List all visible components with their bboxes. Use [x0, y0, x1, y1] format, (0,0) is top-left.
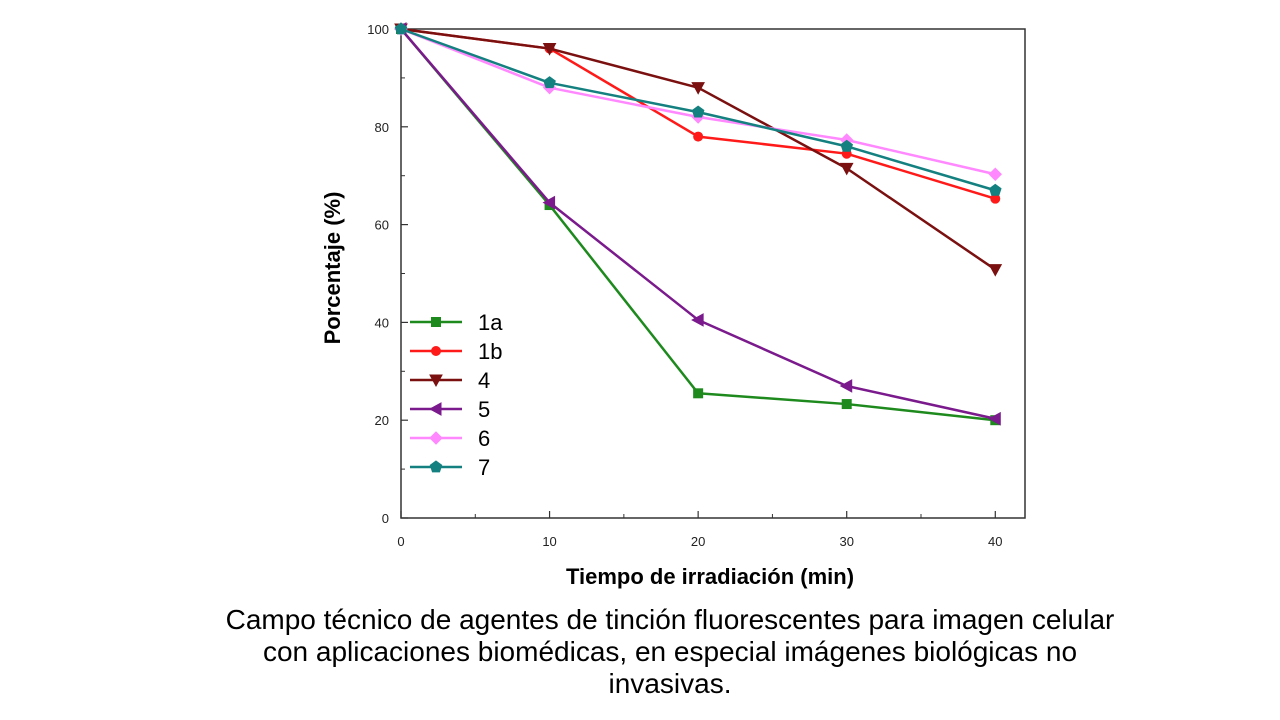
- data-point: [691, 313, 704, 327]
- series-7: [394, 22, 1002, 196]
- legend-marker: [431, 346, 441, 356]
- x-tick-label: 20: [691, 534, 705, 549]
- data-point: [543, 76, 556, 89]
- legend-label: 4: [478, 368, 490, 393]
- caption: Campo técnico de agentes de tinción fluo…: [120, 604, 1220, 700]
- data-point: [542, 195, 556, 210]
- data-point: [394, 22, 408, 35]
- x-axis: 0 10 20 30 40: [397, 511, 1003, 549]
- series-line: [400, 27, 996, 176]
- series-6: [394, 22, 1002, 181]
- line-chart: 0 20 40 60 80 100 0 10 20 30 40 1a 1b 4 5 6 7 Tiempo d…: [320, 22, 1026, 589]
- legend-marker: [431, 317, 441, 327]
- legend-marker: [429, 374, 443, 388]
- legend-label: 1b: [478, 339, 502, 364]
- y-axis: 0 20 40 60 80 100: [367, 22, 408, 526]
- data-point: [693, 388, 704, 399]
- data-point: [840, 139, 854, 152]
- caption-line-2: con aplicaciones biomédicas, en especial…: [262, 636, 1078, 667]
- legend-item: 6: [410, 426, 490, 451]
- data-point: [691, 105, 705, 118]
- data-point: [988, 264, 1003, 277]
- data-point: [839, 379, 853, 393]
- x-axis-label: Tiempo de irradiación (min): [566, 564, 854, 589]
- plot-frame: [400, 28, 1026, 519]
- data-point: [988, 167, 1002, 181]
- x-tick-label: 0: [397, 534, 404, 549]
- y-tick-label: 80: [375, 120, 389, 135]
- legend: 1a 1b 4 5 6 7: [410, 310, 503, 480]
- y-tick-label: 40: [375, 315, 389, 330]
- y-tick-label: 60: [375, 218, 389, 233]
- data-point: [988, 411, 1001, 426]
- data-point: [839, 162, 854, 176]
- legend-marker: [429, 460, 443, 473]
- x-tick-label: 30: [839, 534, 853, 549]
- y-axis-label: Porcentaje (%): [320, 192, 345, 345]
- legend-item: 4: [410, 368, 490, 393]
- legend-marker: [429, 431, 443, 445]
- series-layer: [393, 22, 1003, 426]
- data-point: [988, 183, 1002, 196]
- legend-label: 7: [478, 455, 490, 480]
- legend-label: 1a: [478, 310, 503, 335]
- data-point: [693, 131, 704, 142]
- legend-item: 1a: [410, 310, 503, 335]
- y-tick-label: 20: [375, 413, 389, 428]
- legend-marker: [428, 402, 442, 416]
- data-point: [691, 82, 705, 95]
- y-tick-label: 100: [367, 22, 389, 37]
- legend-label: 5: [478, 397, 490, 422]
- legend-item: 7: [410, 455, 490, 480]
- y-tick-label: 0: [382, 511, 389, 526]
- x-tick-label: 10: [542, 534, 556, 549]
- legend-item: 5: [410, 397, 490, 422]
- data-point: [542, 43, 557, 56]
- caption-line-3: invasivas.: [608, 668, 732, 699]
- caption-line-1: Campo técnico de agentes de tinción fluo…: [225, 604, 1115, 635]
- legend-item: 1b: [410, 339, 502, 364]
- data-point: [841, 399, 852, 410]
- legend-label: 6: [478, 426, 490, 451]
- x-tick-label: 40: [988, 534, 1002, 549]
